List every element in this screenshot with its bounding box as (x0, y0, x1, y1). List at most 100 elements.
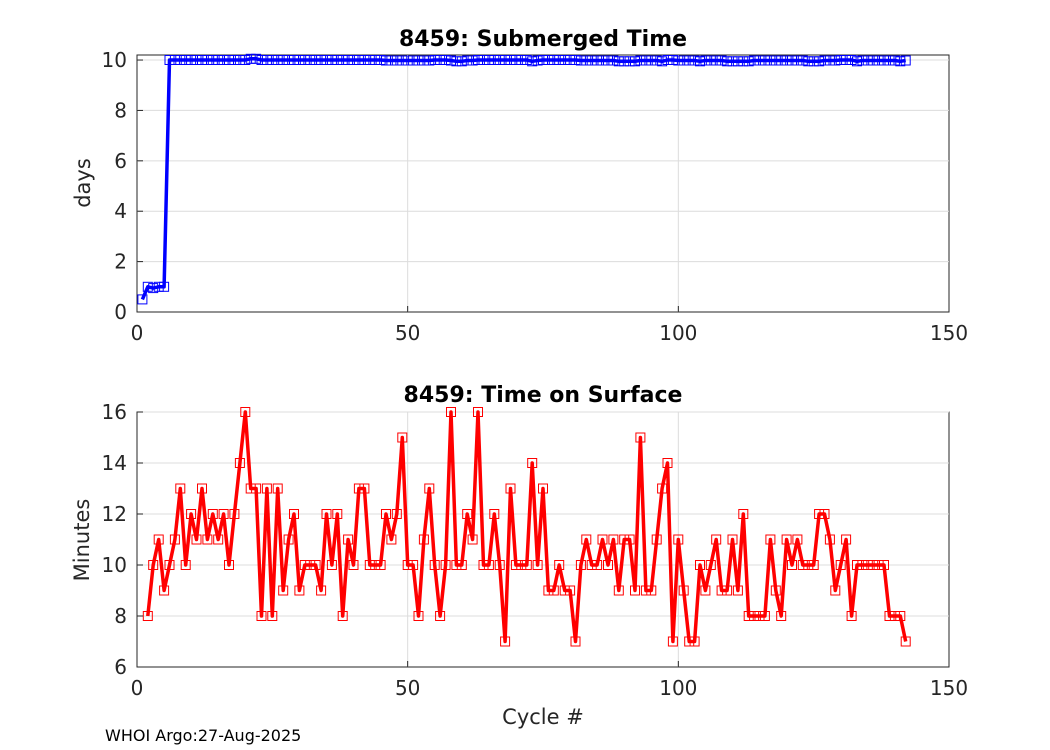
submerged-time-data-point (375, 55, 386, 65)
submerged-time-data-point (700, 55, 711, 66)
submerged-time-data-point (732, 56, 743, 67)
submerged-time-data-point (391, 55, 402, 66)
submerged-time-data-point (819, 55, 830, 66)
submerged-time-data-point (213, 55, 224, 65)
time-on-surface-data-point (727, 534, 738, 545)
submerged-time-data-point (586, 55, 597, 66)
time-on-surface-data-point (386, 534, 397, 545)
time-on-surface-xtick-label: 0 (131, 676, 144, 700)
submerged-time-data-point (191, 55, 202, 65)
time-on-surface-data-point (597, 534, 608, 545)
time-on-surface-data-point (868, 560, 879, 570)
submerged-time-data-point (527, 56, 538, 67)
time-on-surface-series-line (146, 410, 908, 644)
time-on-surface-data-point (142, 611, 153, 621)
time-on-surface-data-point (532, 560, 543, 570)
time-on-surface-data-point (841, 534, 852, 545)
submerged-time-data-point (727, 56, 738, 67)
submerged-time-xtick-label: 50 (395, 321, 420, 345)
time-on-surface-data-point (575, 560, 586, 570)
submerged-time-xtick-label: 100 (659, 321, 697, 345)
time-on-surface-data-point (159, 585, 170, 596)
time-on-surface-data-point (278, 585, 289, 596)
submerged-time-ylabel: days (71, 158, 95, 208)
submerged-time-series (137, 53, 911, 305)
time-on-surface-data-point (803, 560, 814, 570)
time-on-surface-data-point (391, 509, 402, 519)
submerged-time-data-point (662, 55, 673, 65)
time-on-surface-data-point (884, 611, 895, 621)
time-on-surface-data-point (554, 560, 565, 570)
submerged-time-data-point (678, 55, 689, 66)
submerged-time-data-point (408, 55, 419, 66)
time-on-surface-data-point (153, 534, 164, 545)
time-on-surface-data-point (592, 560, 603, 570)
time-on-surface-data-point (895, 611, 906, 621)
time-on-surface-data-point (646, 585, 657, 596)
time-on-surface-data-point (186, 509, 197, 519)
time-on-surface-data-point (305, 560, 316, 570)
submerged-time-data-point (808, 56, 819, 67)
time-on-surface-data-point (456, 560, 467, 570)
time-on-surface-xlabel: Cycle # (502, 705, 584, 729)
submerged-time-data-point (348, 55, 359, 65)
time-on-surface-data-point (359, 483, 370, 494)
time-on-surface-data-point (364, 560, 375, 570)
submerged-time-data-point (240, 55, 251, 65)
submerged-time-data-point (754, 55, 765, 66)
submerged-time-data-point (451, 56, 462, 67)
time-on-surface-data-point (451, 560, 462, 570)
time-on-surface-data-point (467, 534, 478, 545)
submerged-time-data-point (743, 56, 754, 67)
time-on-surface-data-point (332, 509, 343, 519)
time-on-surface-data-point (711, 534, 722, 545)
submerged-time-data-point (895, 56, 906, 67)
time-on-surface-data-point (678, 585, 689, 596)
submerged-time-data-point (776, 55, 787, 66)
submerged-time-data-point (635, 55, 646, 66)
submerged-time-ytick-label: 8 (114, 98, 127, 122)
time-on-surface-data-point (565, 585, 576, 596)
submerged-time-data-point (289, 55, 299, 65)
submerged-time-ytick-label: 2 (114, 250, 127, 274)
time-on-surface-data-point (381, 509, 391, 519)
time-on-surface-data-point (267, 611, 278, 621)
time-on-surface-ylabel: Minutes (70, 499, 94, 582)
time-on-surface-ytick-label: 14 (102, 451, 127, 475)
time-on-surface-data-point (559, 585, 570, 596)
time-on-surface-data-point (473, 407, 483, 417)
submerged-time-data-point (857, 55, 868, 66)
submerged-time-data-point (619, 56, 630, 67)
submerged-time-data-point (148, 283, 159, 294)
submerged-time-data-point (456, 56, 467, 67)
submerged-time-data-point (137, 294, 148, 305)
submerged-time-data-point (852, 56, 862, 67)
submerged-time-data-point (510, 55, 521, 65)
time-on-surface-data-point (830, 585, 841, 596)
submerged-time-data-point (695, 56, 705, 67)
time-on-surface-xtick-label: 50 (395, 676, 420, 700)
submerged-time-data-point (337, 55, 348, 65)
submerged-time-data-point (413, 55, 424, 66)
time-on-surface-data-point (797, 560, 808, 570)
submerged-time-data-point (841, 55, 852, 65)
submerged-time-data-point (592, 55, 603, 66)
time-on-surface-data-point (299, 560, 310, 570)
submerged-time-data-point (256, 55, 267, 65)
time-on-surface-data-point (673, 534, 684, 545)
time-on-surface-data-point (353, 483, 364, 494)
time-on-surface-data-point (657, 483, 668, 494)
submerged-time-data-point (559, 55, 570, 65)
time-on-surface-data-point (337, 611, 348, 621)
submerged-time-data-point (749, 55, 760, 66)
time-on-surface-data-point (770, 585, 781, 596)
time-on-surface-data-point (229, 509, 240, 519)
submerged-time-data-point (343, 55, 354, 65)
time-on-surface-data-point (218, 509, 229, 519)
time-on-surface-data-point (148, 560, 159, 570)
time-on-surface-data-point (570, 636, 581, 647)
submerged-time-data-point (575, 55, 586, 66)
time-on-surface-data-point (640, 585, 651, 596)
submerged-time-data-point (640, 55, 651, 66)
